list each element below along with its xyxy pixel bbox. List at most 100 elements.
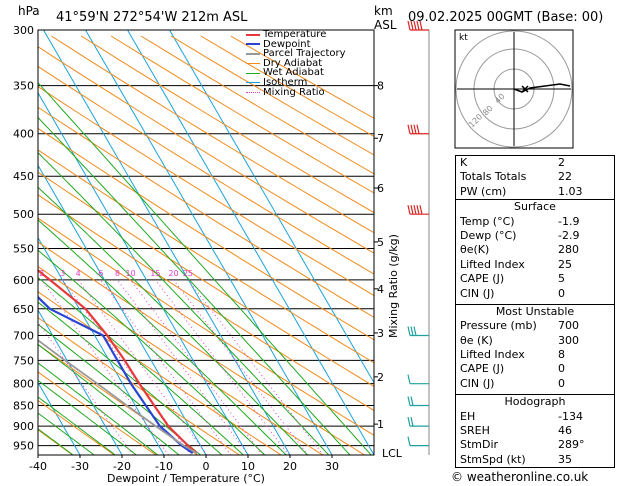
wind-barb-flag (413, 124, 417, 134)
mixing-ratio-label: 8 (115, 269, 120, 278)
mixing-ratio-label: 3 (60, 269, 65, 278)
surface-row: θe(K) 280 (460, 243, 579, 257)
legend-mixing-ratio: Mixing Ratio (246, 87, 346, 98)
profile-parcel-trajectory (38, 339, 198, 454)
km-tick-label: 7 (377, 132, 384, 145)
wind-barb-flag (413, 326, 417, 336)
km-tick-label: 5 (377, 236, 384, 249)
mixing-ratio-line (130, 279, 263, 455)
pressure-tick-label: 750 (13, 354, 34, 367)
wind-barb-flag (416, 124, 420, 134)
wind-barb-flag (407, 124, 411, 134)
wind-barb-flag (407, 436, 411, 446)
legend-temperature: Temperature (246, 30, 346, 40)
legend-isotherm: Isotherm (246, 78, 346, 88)
wet-adiabat-line (38, 343, 180, 455)
credit-text: © weatheronline.co.uk (451, 470, 589, 484)
legend-dewpoint: Dewpoint (246, 39, 346, 50)
wind-barb-flag (410, 20, 414, 31)
legend-wet-adiabat: Wet Adiabat (246, 68, 346, 78)
legend: Temperature Dewpoint Parcel Trajectory D… (246, 30, 346, 97)
dry-adiabat-line (38, 217, 374, 436)
mu-row: Pressure (mb) 700 (460, 319, 579, 333)
wet-adiabat-line (38, 219, 287, 455)
wet-adiabat-line (38, 81, 372, 455)
mixing-ratio-line (154, 279, 290, 455)
temperature-tick-label: 10 (241, 460, 255, 473)
wind-barb-flag (410, 124, 414, 134)
asl-label: ASL (374, 18, 397, 32)
legend-dry-adiabat: Dry Adiabat (246, 58, 346, 69)
pressure-tick-label: 400 (13, 128, 34, 141)
dry-adiabat-line (38, 241, 365, 455)
wet-adiabat-line (38, 323, 201, 455)
mu-row: CIN (J) 0 (460, 376, 565, 390)
dry-adiabat-line (110, 35, 374, 194)
wet-adiabat-line (38, 396, 116, 455)
profile-dewpoint (38, 295, 194, 455)
wet-adiabat-line (38, 249, 266, 455)
mixing-ratio-label: 15 (150, 269, 160, 278)
dry-adiabat-line (38, 127, 374, 341)
km-tick-label: 8 (377, 80, 384, 93)
wind-barb-flag (410, 205, 414, 215)
isotherm-line (43, 30, 291, 455)
dry-adiabat-line (38, 265, 324, 455)
mu-row: θe (K) 300 (460, 333, 579, 347)
dry-adiabat-line (38, 149, 374, 364)
pressure-tick-label: 900 (13, 420, 34, 433)
isotherm-line (38, 309, 123, 455)
temperature-tick-label: 0 (203, 460, 210, 473)
wet-adiabat-line (38, 412, 95, 455)
pressure-tick-label: 450 (13, 170, 34, 183)
wet-adiabat-line (38, 301, 223, 455)
dry-adiabat-line (170, 35, 374, 156)
mixing-ratio-line (116, 279, 249, 455)
mixing-ratio-label: 1 (5, 269, 10, 278)
temperature-tick-label: 30 (325, 460, 339, 473)
dry-adiabat-line (51, 35, 374, 234)
dry-adiabat-line (38, 399, 115, 455)
pressure-tick-label: 550 (13, 243, 34, 256)
most-unstable-title: Most Unstable (456, 303, 614, 319)
pressure-unit-label: hPa (18, 4, 40, 18)
mixing-ratio-label: 25 (183, 269, 193, 278)
hodograph-ring (455, 30, 573, 148)
dry-adiabat-line (38, 86, 374, 297)
wind-barb-flag (416, 205, 420, 215)
x-axis-label: Dewpoint / Temperature (°C) (107, 472, 265, 485)
dry-adiabat-line (38, 106, 374, 318)
surface-row: CIN (J) 0 (460, 286, 565, 300)
wind-barb-flag (413, 20, 417, 31)
wind-barb-flag (419, 20, 423, 31)
wind-barb-flag (413, 205, 417, 215)
surface-row: Lifted Index 25 (460, 257, 572, 271)
isotherm-line (38, 91, 249, 455)
km-tick-label: 1 (377, 418, 384, 431)
datetime-title: 09.02.2025 00GMT (Base: 00) (408, 10, 604, 25)
mu-row: CAPE (J) 0 (460, 362, 565, 376)
surface-row: CAPE (J) 5 (460, 272, 565, 286)
hodograph-title: Hodograph (456, 394, 614, 409)
km-tick-label: 6 (377, 182, 384, 195)
profile-temperature (38, 268, 198, 454)
dry-adiabat-line (38, 371, 157, 455)
wet-adiabat-line (38, 151, 330, 455)
dry-adiabat-line (38, 429, 73, 455)
dry-adiabat-line (38, 65, 374, 275)
wind-barb-flag (407, 417, 411, 427)
km-tick-label: 4 (377, 283, 384, 296)
lcl-label: LCL (382, 447, 403, 460)
wind-barb-flag (410, 396, 414, 406)
pressure-tick-label: 350 (13, 80, 34, 93)
wind-barb-flag (407, 205, 411, 215)
index-row: Totals Totals 22 (460, 170, 572, 184)
pressure-tick-label: 600 (13, 274, 34, 287)
wind-barb-flag (407, 396, 411, 406)
wet-adiabat-line (38, 379, 137, 455)
mixing-ratio-line (100, 279, 232, 455)
wind-barb-flag (419, 205, 423, 215)
temperature-tick-label: -40 (29, 460, 47, 473)
